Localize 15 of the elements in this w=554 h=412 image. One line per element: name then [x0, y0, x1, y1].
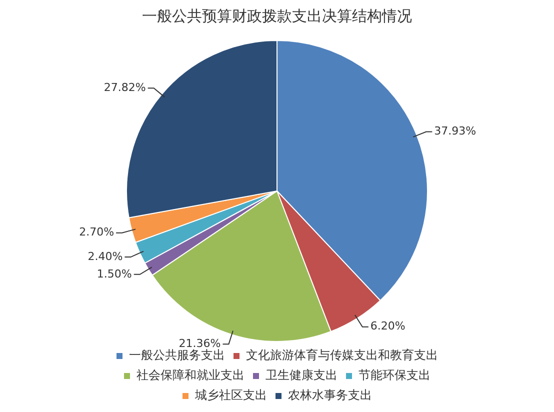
legend-label: 农林水事务支出 [288, 388, 372, 402]
legend-label: 卫生健康支出 [266, 368, 338, 382]
data-label: 2.70% [79, 226, 114, 239]
data-label: 37.93% [434, 124, 476, 138]
legend-label: 社会保障和就业支出 [136, 368, 244, 382]
legend-label: 节能环保支出 [358, 368, 430, 382]
data-label: 27.82% [104, 80, 146, 94]
data-label: 6.20% [370, 320, 406, 333]
data-label: 1.50% [96, 267, 132, 280]
legend-label: 城乡社区支出 [194, 388, 267, 402]
chart-title: 一般公共预算财政拨款支出决算结构情况 [142, 6, 412, 25]
data-label: 21.36% [178, 336, 221, 350]
data-label: 2.40% [88, 250, 123, 263]
legend-label: 一般公共服务支出 [129, 348, 225, 362]
legend-label: 文化旅游体育与传媒支出和教育支出 [246, 348, 438, 362]
